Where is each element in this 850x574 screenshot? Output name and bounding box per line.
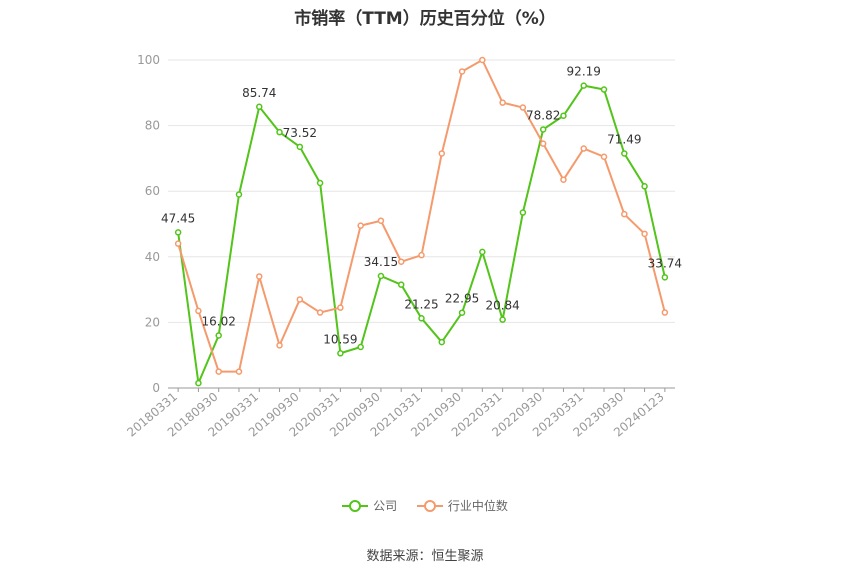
industry-data-point xyxy=(479,56,486,64)
company-data-label: 71.49 xyxy=(607,133,641,147)
y-tick-label: 100 xyxy=(137,53,160,67)
industry-data-point xyxy=(316,309,324,316)
industry-data-point xyxy=(641,230,648,238)
industry-data-point xyxy=(600,153,608,161)
company-data-label: 47.45 xyxy=(161,211,195,225)
industry-data-point xyxy=(235,368,243,375)
company-data-point xyxy=(337,350,344,357)
company-data-point xyxy=(418,315,425,322)
industry-data-point xyxy=(438,150,446,157)
industry-series-line xyxy=(177,59,666,373)
industry-data-point xyxy=(519,104,527,111)
company-data-point xyxy=(621,150,628,157)
company-data-point xyxy=(641,183,648,190)
industry-data-point xyxy=(357,222,364,229)
industry-data-point xyxy=(397,258,405,265)
company-data-label: 33.74 xyxy=(648,256,682,270)
industry-data-point xyxy=(256,273,263,280)
industry-data-point xyxy=(418,251,425,259)
y-tick-label: 40 xyxy=(145,250,160,264)
company-data-label: 22.95 xyxy=(445,292,479,306)
axes: 0204060801002018033120180930201903312019… xyxy=(124,53,675,440)
company-data-point xyxy=(215,332,222,339)
industry-data-point xyxy=(215,368,222,375)
industry-data-point xyxy=(174,240,182,247)
company-data-label: 73.52 xyxy=(283,126,317,140)
y-tick-label: 80 xyxy=(145,119,160,133)
legend-industry-label: 行业中位数 xyxy=(447,499,508,513)
company-data-label: 20.84 xyxy=(485,299,519,313)
company-data-label: 92.19 xyxy=(567,65,601,79)
industry-data-point xyxy=(580,145,587,152)
company-data-point xyxy=(397,281,405,288)
industry-data-point xyxy=(195,307,202,315)
industry-data-point xyxy=(458,68,466,75)
company-data-point xyxy=(519,209,527,216)
company-data-point xyxy=(316,179,324,187)
company-data-label: 16.02 xyxy=(202,314,236,328)
company-data-label: 34.15 xyxy=(364,255,398,269)
industry-data-point xyxy=(296,296,304,303)
company-data-point xyxy=(580,82,587,89)
data-source: 数据来源：恒生聚源 xyxy=(366,549,484,564)
industry-data-point xyxy=(621,210,628,218)
series xyxy=(174,56,669,387)
company-data-label: 85.74 xyxy=(242,86,276,100)
company-data-point xyxy=(256,103,263,111)
legend-company-label: 公司 xyxy=(373,499,398,513)
legend-item-company[interactable]: 公司 xyxy=(342,497,397,514)
industry-data-point xyxy=(276,342,283,349)
company-data-point xyxy=(296,143,304,151)
y-tick-label: 0 xyxy=(152,381,160,395)
legend-industry-marker-icon xyxy=(416,499,443,512)
legend: 公司 行业中位数 xyxy=(0,497,850,516)
company-data-point xyxy=(499,316,506,323)
company-data-point xyxy=(195,379,202,387)
company-data-label: 10.59 xyxy=(323,332,357,346)
company-data-point xyxy=(560,112,567,120)
company-data-label: 78.82 xyxy=(526,108,560,122)
company-data-point xyxy=(479,248,486,256)
legend-company-marker-icon xyxy=(342,499,369,512)
y-tick-label: 20 xyxy=(145,315,160,329)
industry-data-point xyxy=(337,304,344,311)
chart-title: 市销率（TTM）历史百分位（%） xyxy=(294,9,556,29)
company-data-point xyxy=(438,338,446,346)
company-data-point xyxy=(357,343,364,351)
company-data-point xyxy=(174,229,182,236)
data-labels: 47.45 16.02 85.74 73.52 10.59 34.15 21.25 22.95… xyxy=(161,65,682,347)
company-data-point xyxy=(600,86,608,93)
industry-data-point xyxy=(560,176,567,183)
company-data-label: 21.25 xyxy=(404,297,438,311)
industry-data-point xyxy=(499,99,506,106)
y-tick-label: 60 xyxy=(145,184,160,198)
industry-data-point xyxy=(539,140,547,147)
company-series-line xyxy=(177,84,666,385)
legend-item-industry[interactable]: 行业中位数 xyxy=(416,497,508,514)
company-data-point xyxy=(276,128,283,136)
industry-data-point xyxy=(377,217,385,224)
company-data-point xyxy=(539,126,547,133)
company-data-point xyxy=(377,272,385,280)
company-data-point xyxy=(458,309,466,316)
company-data-point xyxy=(661,274,669,281)
industry-data-point xyxy=(661,309,669,316)
company-data-point xyxy=(235,191,243,198)
